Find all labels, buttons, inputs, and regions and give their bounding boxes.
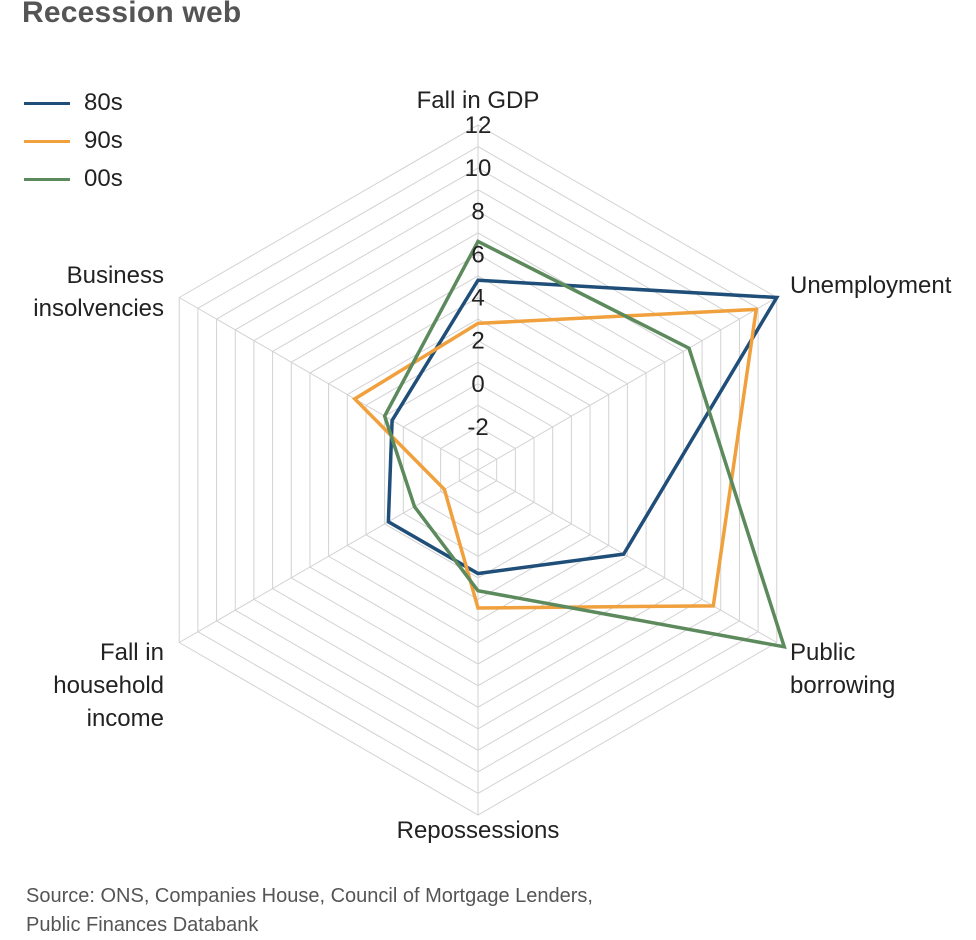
tick-label: 6 — [471, 241, 484, 268]
series-line-90s — [351, 307, 759, 610]
tick-label: 10 — [465, 155, 492, 182]
axis-label: Fall in GDP — [417, 87, 540, 114]
legend-item-80s: 80s — [24, 84, 123, 122]
legend: 80s 90s 00s — [24, 84, 123, 198]
grid-spoke — [178, 469, 479, 643]
tick-label: 8 — [471, 198, 484, 225]
legend-item-90s: 90s — [24, 122, 123, 160]
tick-label: 2 — [471, 328, 484, 355]
radar-ticks: -2 0 2 4 6 8 10 12 — [465, 112, 492, 441]
axis-label: Unemployment — [790, 272, 952, 299]
legend-label-90s: 90s — [84, 127, 123, 154]
legend-label-00s: 00s — [84, 165, 123, 192]
radar-grid — [178, 124, 778, 816]
grid-spoke — [178, 297, 479, 471]
axis-label: Fall in household income — [53, 639, 164, 732]
tick-label: 4 — [471, 285, 484, 312]
series-line-80s — [386, 278, 780, 576]
axis-label: Repossessions — [397, 817, 560, 844]
legend-item-00s: 00s — [24, 160, 123, 198]
grid-spoke — [477, 469, 778, 643]
source-note: Source: ONS, Companies House, Council of… — [26, 885, 593, 936]
legend-label-80s: 80s — [84, 89, 123, 116]
series-line-00s — [382, 239, 787, 650]
legend-swatch-90s — [24, 139, 70, 143]
radar-chart: -2 0 2 4 6 8 10 12 Fall in GDP Unemployment Publi… — [33, 87, 951, 844]
axis-label: Business insolvencies — [33, 262, 164, 322]
radar-series — [351, 239, 787, 650]
tick-label: 12 — [465, 112, 492, 139]
tick-label: -2 — [467, 414, 488, 441]
grid-spoke — [477, 297, 778, 471]
legend-swatch-80s — [24, 101, 70, 105]
axis-label: Public borrowing — [790, 639, 895, 699]
chart-title: Recession web — [22, 0, 242, 29]
legend-swatch-00s — [24, 177, 70, 181]
tick-label: 0 — [471, 371, 484, 398]
radar-axis-labels: Fall in GDP Unemployment Public borrowing Re… — [33, 87, 951, 844]
